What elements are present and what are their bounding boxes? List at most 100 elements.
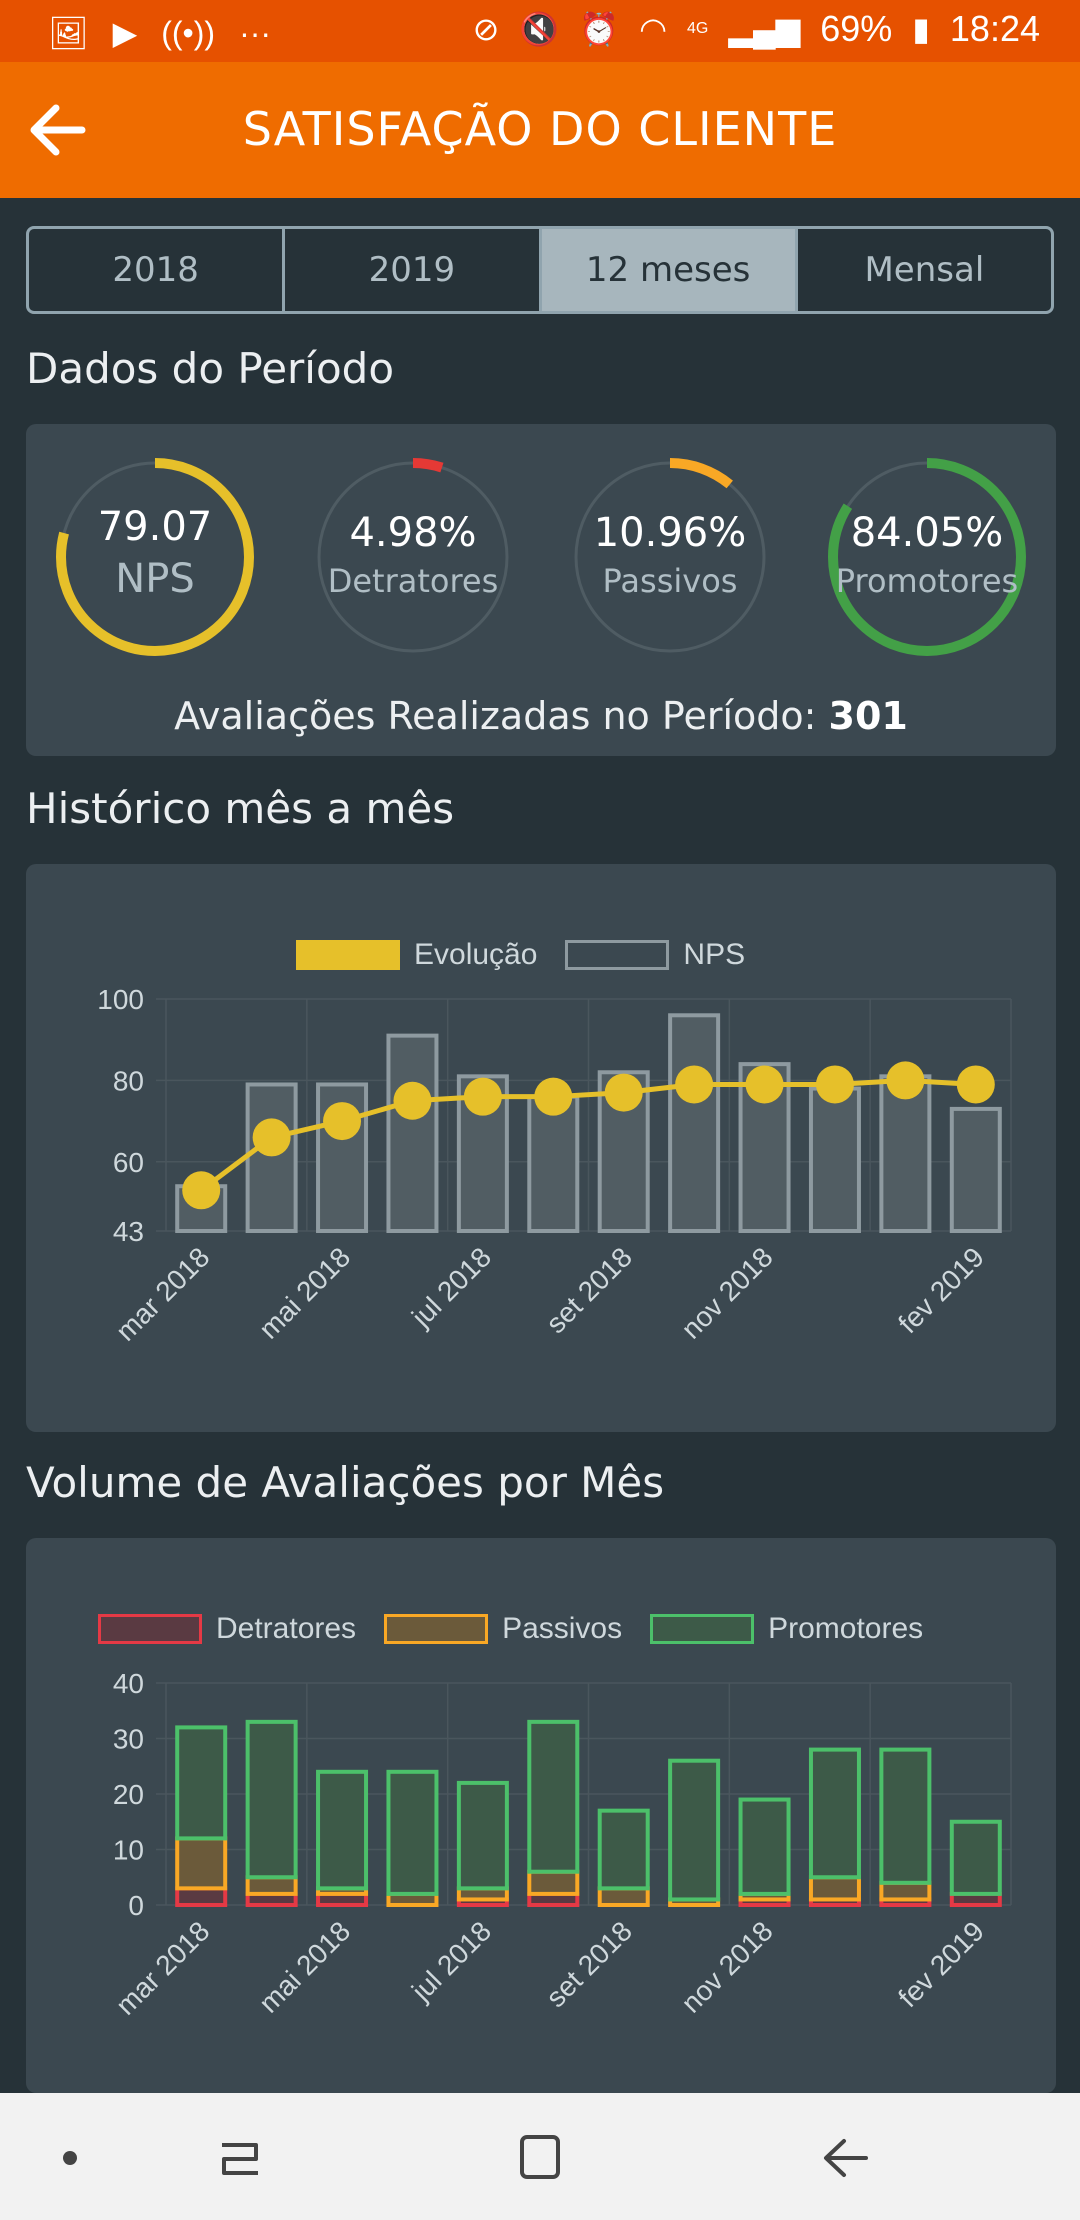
evolucao-point — [323, 1102, 362, 1141]
x-tick-label: mai 2018 — [253, 1915, 356, 2018]
history-chart: 43 60 80 100 mar 2018 mai 2018 jul 2018 set 201… — [97, 984, 1012, 1347]
app-bar: SATISFAÇÃO DO CLIENTE — [0, 62, 1080, 198]
promotores-bar — [949, 1819, 1002, 1896]
evolucao-point — [956, 1065, 995, 1104]
battery-icon: ▮ — [912, 11, 930, 47]
x-tick-label: mar 2018 — [110, 1915, 216, 2021]
promotores-bar — [245, 1719, 298, 1880]
system-nav-bar — [0, 2093, 1080, 2220]
period-panel: 79.07 NPS 4.98% Detratores 10.96% Passiv… — [26, 424, 1056, 756]
legend-label-nps: NPS — [683, 938, 746, 971]
legend-swatch-detratores — [98, 1614, 202, 1644]
promotores-bar — [808, 1747, 861, 1880]
evolucao-point — [393, 1081, 432, 1120]
evolucao-point — [886, 1061, 925, 1100]
passivos-bar — [245, 1875, 298, 1896]
y-tick-label: 60 — [113, 1147, 144, 1178]
volume-chart: 0 10 20 30 40 mar 2018 mai 2018 jul 2018 set 201… — [110, 1668, 1012, 2021]
nps-bar — [808, 1086, 861, 1233]
home-icon — [520, 2135, 560, 2179]
evolucao-point — [463, 1077, 502, 1116]
nps-bar — [245, 1082, 298, 1233]
evaluations-summary: Avaliações Realizadas no Período: 301 — [26, 694, 1056, 738]
evolucao-point — [604, 1073, 643, 1112]
wifi-icon: ◠ — [639, 11, 667, 47]
page-title: SATISFAÇÃO DO CLIENTE — [242, 102, 838, 156]
legend-label-promotores: Promotores — [768, 1612, 924, 1645]
home-button[interactable] — [500, 2123, 580, 2193]
passivos-ring: 10.96% Passivos — [565, 452, 775, 662]
x-tick-label: nov 2018 — [675, 1241, 778, 1344]
nps-bar — [527, 1094, 580, 1233]
passivos-bar — [175, 1836, 228, 1891]
promotores-bar — [386, 1769, 439, 1896]
legend-label-passivos: Passivos — [502, 1612, 623, 1645]
x-tick-label: fev 2019 — [892, 1241, 990, 1339]
evolucao-point — [675, 1065, 714, 1104]
promotores-bar — [879, 1747, 932, 1885]
history-legend: Evolução NPS — [296, 938, 745, 972]
nps-bar — [879, 1074, 932, 1233]
promotores-label: Promotores — [835, 562, 1019, 600]
detratores-ring: 4.98% Detratores — [308, 452, 518, 662]
nav-dot-button[interactable] — [30, 2123, 110, 2193]
summary-count: 301 — [828, 694, 908, 738]
passivos-bar — [808, 1875, 861, 1902]
evolucao-point — [252, 1118, 291, 1157]
x-tick-label: mai 2018 — [253, 1241, 356, 1344]
mute-icon: 🔇 — [519, 11, 560, 47]
y-tick-label: 20 — [113, 1779, 144, 1810]
back-icon — [824, 2139, 868, 2177]
x-tick-label: jul 2018 — [405, 1915, 497, 2007]
recent-apps-button[interactable] — [200, 2123, 280, 2193]
period-tabs: 2018 2019 12 meses Mensal — [26, 226, 1054, 314]
legend-swatch-nps — [565, 940, 670, 970]
nps-ring: 79.07 NPS — [50, 452, 260, 662]
volume-legend: Detratores Passivos Promotores — [98, 1612, 923, 1646]
y-tick-label: 10 — [113, 1835, 144, 1866]
passivos-value: 10.96% — [593, 510, 747, 556]
gallery-icon: 🖼 — [48, 15, 89, 51]
back-button[interactable] — [24, 96, 92, 164]
tab-2019[interactable]: 2019 — [285, 229, 542, 311]
tab-2018[interactable]: 2018 — [29, 229, 286, 311]
evolucao-point — [534, 1077, 573, 1116]
passivos-bar — [597, 1886, 650, 1908]
alarm-icon: ⏰ — [579, 11, 620, 47]
y-tick-label: 43 — [113, 1216, 144, 1247]
hotspot-icon: ((•)) — [161, 15, 216, 51]
passivos-ring-gauge — [571, 458, 769, 656]
tab-12-meses[interactable]: 12 meses — [541, 229, 798, 311]
passivos-bar — [879, 1880, 932, 1902]
evolucao-point — [182, 1171, 221, 1210]
signal-icon: ▂▄▆ — [728, 11, 801, 47]
tab-mensal[interactable]: Mensal — [864, 250, 985, 290]
status-bar: 🖼 ▶ ((•)) ··· ⊘ 🔇 ⏰ ◠ 4G ▂▄▆ 69% ▮ 18:24 — [0, 0, 1080, 62]
promotores-ring-gauge — [828, 458, 1026, 656]
more-notifications-icon: ··· — [239, 15, 272, 51]
dot-icon — [63, 2151, 77, 2165]
history-chart-panel: Evolução NPS 43 60 80 100 mar 2018 mai 2018 ju… — [26, 864, 1056, 1432]
x-tick-label: nov 2018 — [675, 1915, 778, 2018]
passivos-label: Passivos — [602, 562, 738, 600]
legend-swatch-passivos — [384, 1614, 489, 1644]
legend-label-detratores: Detratores — [216, 1612, 357, 1645]
y-tick-label: 30 — [113, 1724, 144, 1755]
nav-back-button[interactable] — [806, 2123, 886, 2193]
promotores-bar — [316, 1769, 369, 1891]
detratores-label: Detratores — [327, 562, 499, 600]
promotores-bar — [175, 1725, 228, 1841]
legend-label-evolucao: Evolução — [414, 938, 538, 971]
y-tick-label: 0 — [128, 1890, 144, 1921]
volume-section-title: Volume de Avaliações por Mês — [26, 1458, 665, 1507]
network-type: 4G — [687, 20, 709, 37]
x-tick-label: set 2018 — [540, 1241, 638, 1339]
promotores-bar — [668, 1758, 721, 1902]
play-store-icon: ▶ — [112, 15, 138, 51]
x-tick-label: jul 2018 — [405, 1241, 497, 1333]
summary-label: Avaliações Realizadas no Período: — [174, 694, 817, 738]
y-tick-label: 100 — [97, 984, 144, 1015]
volume-chart-panel: Detratores Passivos Promotores 0 10 20 30 40… — [26, 1538, 1056, 2093]
nps-bar — [668, 1013, 721, 1233]
nps-label: NPS — [115, 556, 195, 602]
